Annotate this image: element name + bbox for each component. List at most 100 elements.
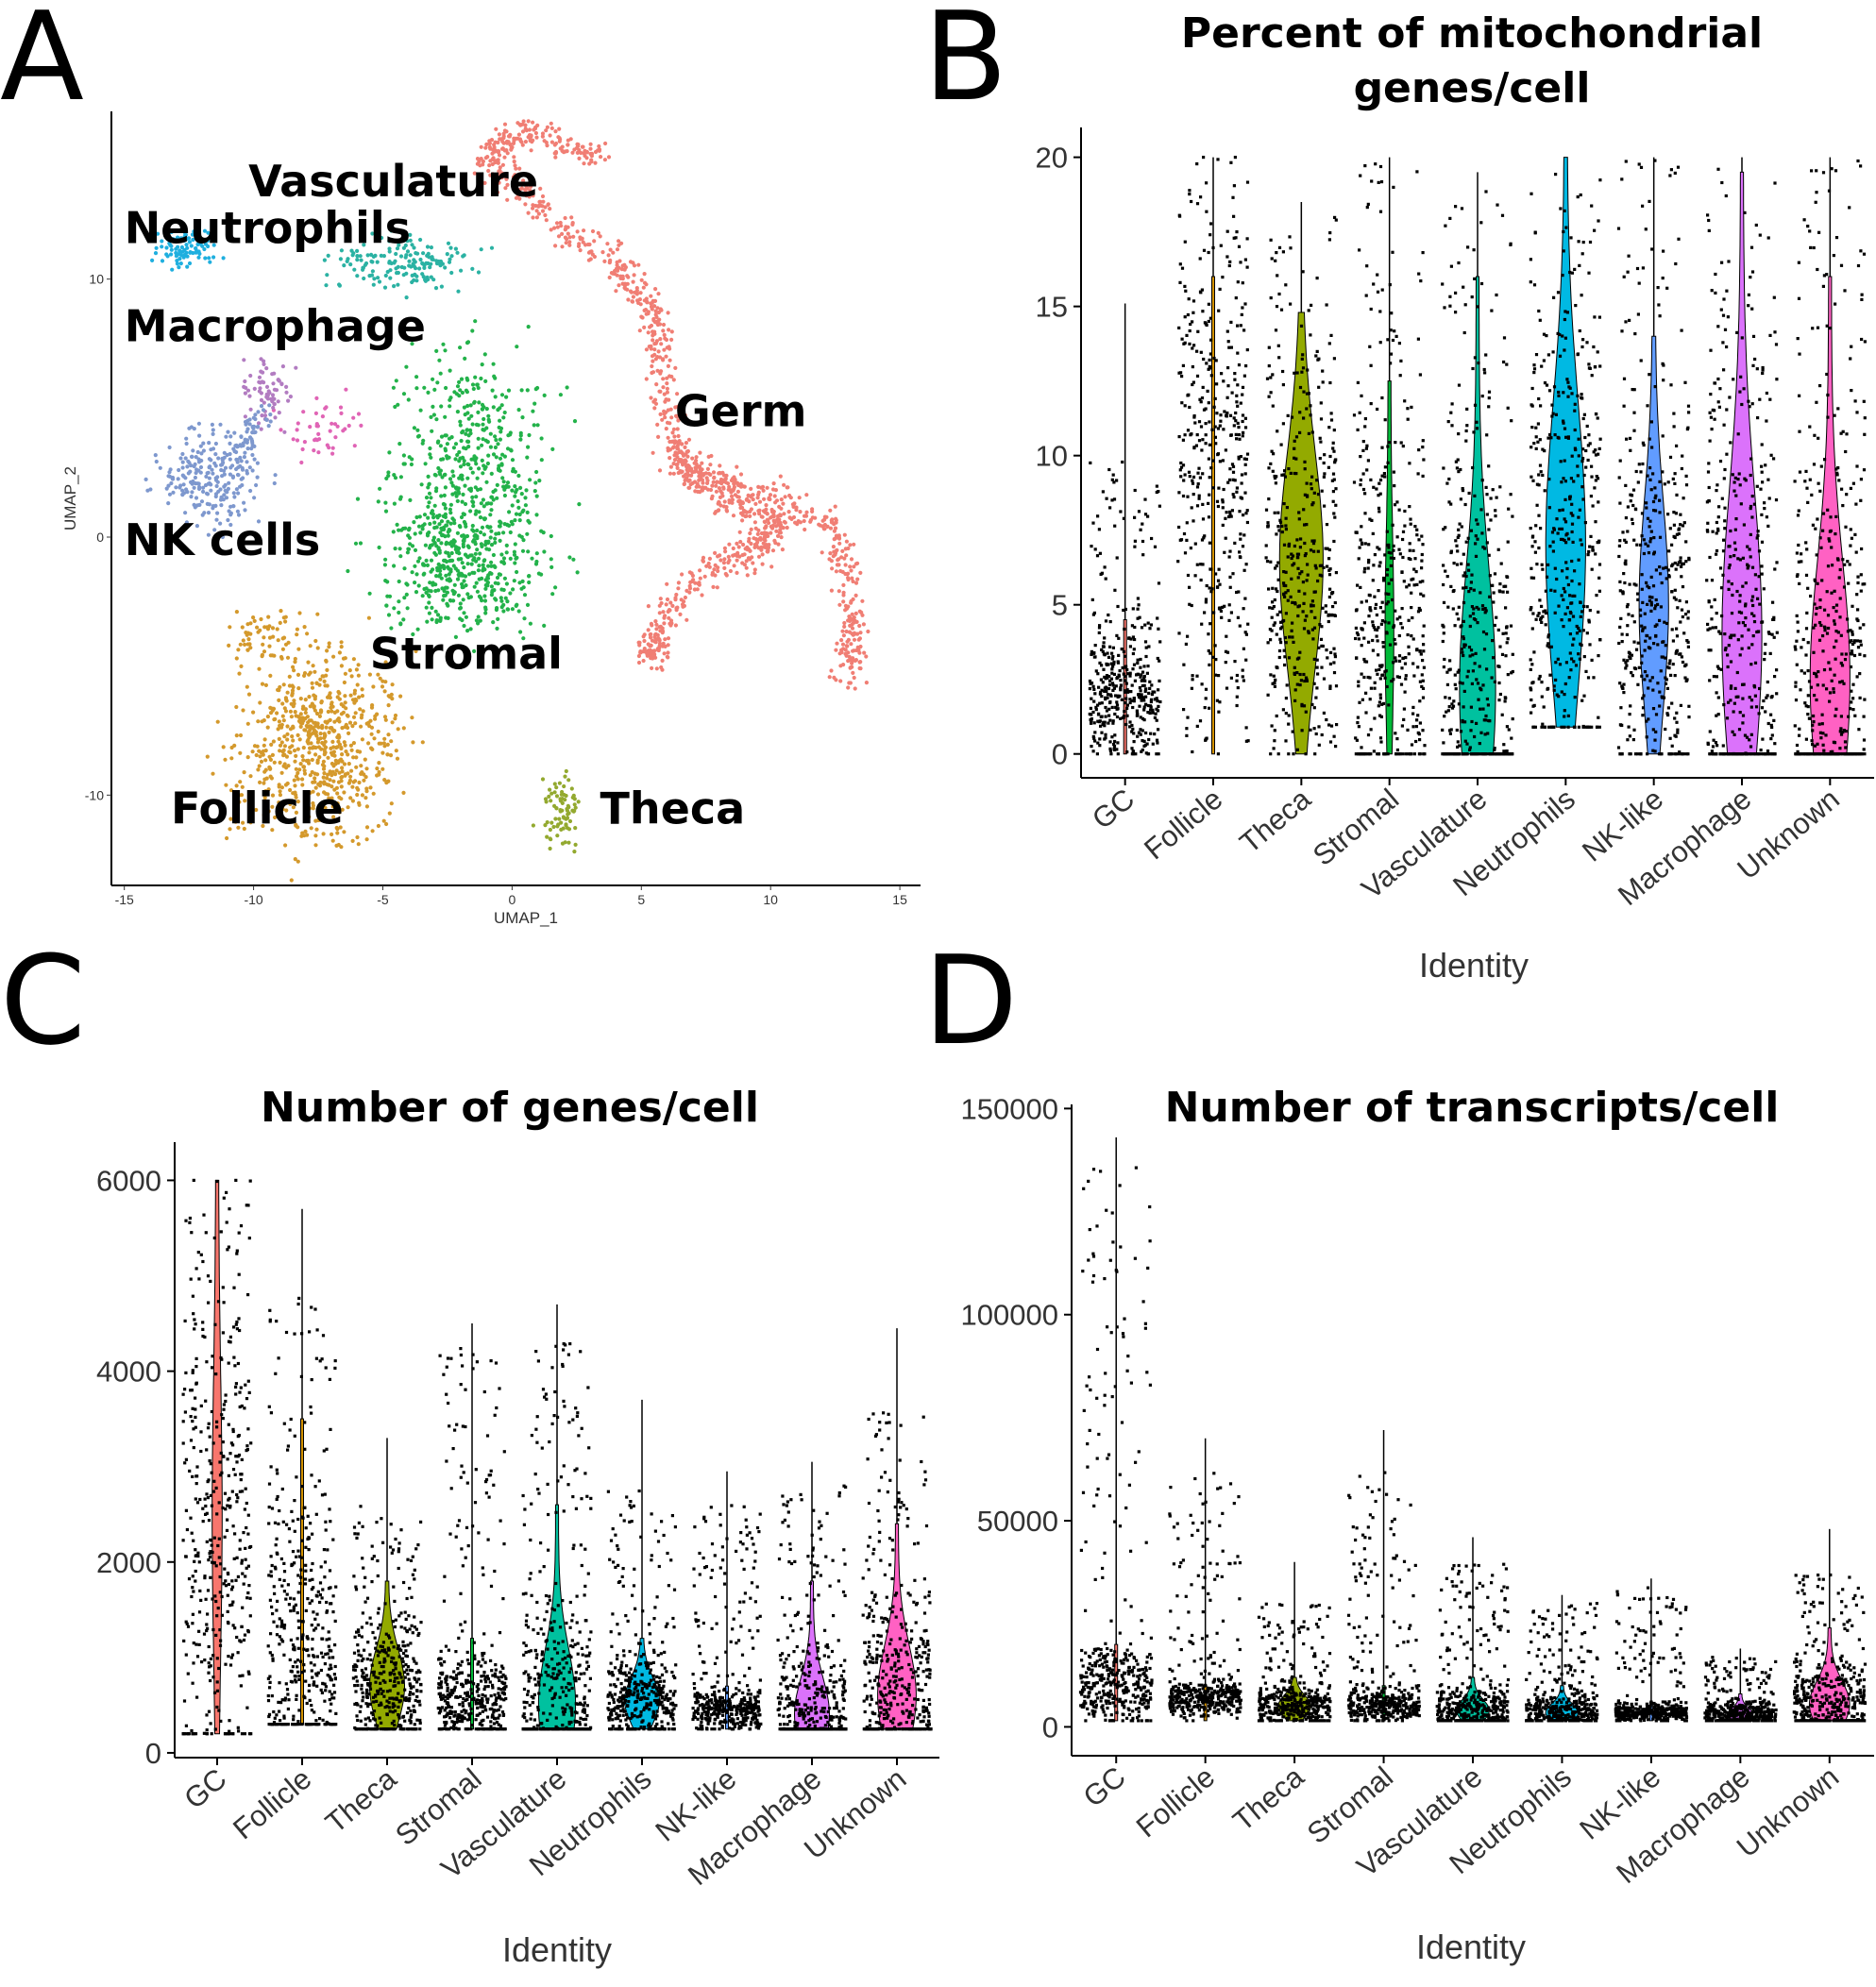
- umap-point: [678, 612, 683, 617]
- umap-point: [669, 415, 674, 420]
- umap-point: [785, 525, 789, 530]
- umap-point: [534, 469, 539, 475]
- umap-point: [497, 524, 502, 529]
- umap-point: [768, 493, 773, 497]
- umap-point: [426, 504, 431, 509]
- umap-point: [804, 510, 809, 514]
- mito-point: [1284, 712, 1288, 716]
- umap-point: [704, 564, 709, 568]
- umap-point: [730, 500, 735, 505]
- umap-point: [560, 808, 565, 813]
- umap-point: [683, 445, 687, 449]
- umap-point: [398, 694, 403, 699]
- umap-point: [272, 480, 277, 486]
- mito-point: [1277, 292, 1281, 296]
- umap-point: [521, 585, 526, 590]
- umap-point: [636, 660, 642, 665]
- mito-point: [1309, 728, 1312, 732]
- mito-point: [1332, 539, 1336, 544]
- umap-point: [844, 644, 849, 648]
- umap-point: [302, 625, 307, 630]
- umap-point: [479, 247, 483, 252]
- umap-point: [376, 276, 380, 280]
- umap-point: [240, 625, 245, 630]
- mito-point: [1235, 490, 1239, 494]
- umap-point: [602, 158, 608, 162]
- mito-point: [1280, 524, 1284, 528]
- umap-point: [482, 565, 486, 571]
- mito-point: [1293, 699, 1297, 702]
- umap-point: [850, 626, 855, 631]
- umap-point: [443, 414, 448, 419]
- mito-point: [1228, 467, 1232, 471]
- umap-point: [765, 512, 769, 516]
- umap-point: [451, 518, 456, 523]
- umap-point: [442, 502, 448, 507]
- mito-point: [1312, 491, 1316, 495]
- umap-point: [199, 499, 205, 504]
- umap-point: [247, 422, 252, 427]
- umap-point: [535, 423, 540, 428]
- umap-point: [461, 429, 465, 434]
- umap-point: [548, 827, 553, 833]
- umap-point: [387, 261, 392, 265]
- mito-point: [1286, 555, 1290, 559]
- umap-point: [343, 694, 347, 699]
- umap-point: [668, 374, 672, 379]
- umap-point: [291, 725, 296, 731]
- mito-point: [1176, 560, 1180, 564]
- mito-point: [1195, 433, 1199, 437]
- mito-point: [1321, 380, 1325, 384]
- umap-point: [277, 698, 281, 703]
- mito-point: [1219, 419, 1223, 423]
- umap-point: [409, 462, 414, 467]
- umap-point: [348, 262, 353, 267]
- mito-point: [1115, 715, 1120, 719]
- umap-point: [355, 785, 360, 790]
- mito-point: [1116, 604, 1120, 609]
- mito-point: [1329, 333, 1333, 337]
- umap-point: [668, 358, 672, 362]
- umap-point: [435, 613, 441, 617]
- umap-point: [346, 731, 351, 736]
- mito-point: [1269, 238, 1273, 242]
- umap-point: [411, 261, 415, 266]
- umap-point: [653, 655, 658, 660]
- mito-point: [1271, 606, 1275, 610]
- umap-point: [557, 139, 562, 143]
- umap-point: [460, 533, 465, 538]
- mito-point: [1310, 430, 1314, 434]
- umap-point: [842, 556, 847, 561]
- umap-point: [223, 482, 228, 487]
- mito-point: [1093, 692, 1097, 696]
- umap-point: [414, 386, 419, 391]
- mito-point: [1284, 641, 1288, 645]
- umap-point: [355, 258, 360, 262]
- umap-point: [473, 512, 478, 516]
- umap-point: [548, 836, 552, 841]
- umap-point: [628, 260, 634, 264]
- mito-point: [1333, 515, 1337, 519]
- mito-point: [1142, 708, 1146, 712]
- umap-point: [294, 714, 298, 718]
- umap-point: [461, 542, 465, 547]
- mito-point: [1244, 739, 1248, 743]
- mito-point: [1113, 712, 1117, 716]
- mito-point: [1284, 697, 1288, 700]
- umap-point: [661, 385, 666, 390]
- umap-point: [249, 439, 255, 444]
- umap-point: [666, 609, 670, 615]
- umap-point: [197, 433, 202, 438]
- umap-point: [555, 834, 560, 838]
- umap-point: [205, 754, 210, 759]
- umap-point: [755, 531, 760, 537]
- umap-point: [413, 581, 417, 585]
- umap-point: [206, 470, 211, 475]
- umap-point: [836, 558, 840, 563]
- umap-point: [572, 419, 578, 424]
- umap-point: [489, 495, 494, 499]
- umap-point: [252, 496, 257, 500]
- umap-point: [642, 638, 647, 644]
- umap-point: [209, 488, 213, 493]
